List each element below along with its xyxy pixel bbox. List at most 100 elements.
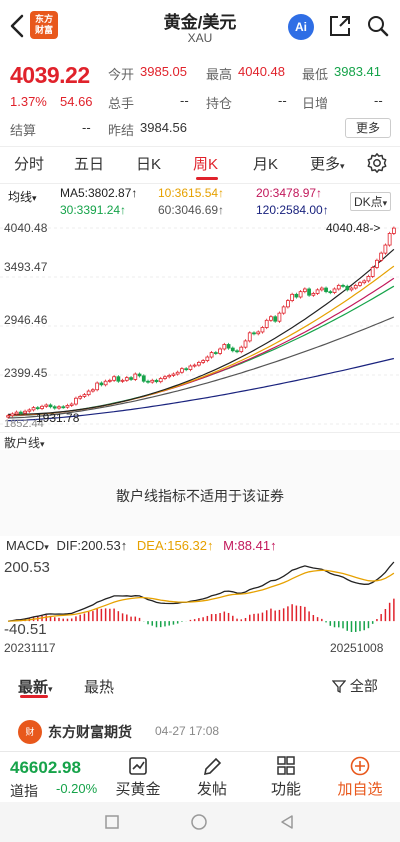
candle-body xyxy=(213,352,218,354)
candle-body xyxy=(218,348,222,354)
search-icon[interactable] xyxy=(366,14,390,38)
candle-body xyxy=(358,282,362,286)
buy-gold-button[interactable]: 买黄金 xyxy=(108,756,168,799)
gear-icon[interactable] xyxy=(366,152,388,174)
macd-selector[interactable]: MACD▾ xyxy=(6,538,49,553)
index-change: -0.20% xyxy=(56,781,98,796)
ma120-line xyxy=(8,357,395,422)
more-button[interactable]: 更多 xyxy=(345,118,391,138)
dk-point-button[interactable]: DK点▾ xyxy=(350,192,392,211)
candle-body xyxy=(133,373,138,380)
candle-body xyxy=(230,347,235,352)
candle-body xyxy=(14,411,19,415)
functions-button[interactable]: 功能 xyxy=(256,756,316,799)
active-tab-indicator xyxy=(196,177,218,180)
candle-body xyxy=(107,379,112,382)
kline-chart[interactable] xyxy=(0,220,400,432)
y-tick-label: 2399.45 xyxy=(4,366,48,380)
trade-icon xyxy=(129,757,147,775)
candle-body xyxy=(260,327,265,333)
high-label: 最高 xyxy=(206,67,233,82)
candle-body xyxy=(235,350,239,353)
news-tab-indicator xyxy=(20,695,48,698)
macd-legend: MACD▾ DIF:200.53↑ DEA:156.32↑ M:88.41↑ xyxy=(6,538,277,553)
ma-selector[interactable]: 均线▾ xyxy=(8,190,37,204)
candle-body xyxy=(57,406,61,409)
sanhu-selector[interactable]: 散户线▾ xyxy=(4,436,45,450)
post-button[interactable]: 发帖 xyxy=(182,756,242,799)
candle-body xyxy=(286,300,290,308)
candle-body xyxy=(82,394,87,397)
filter-button[interactable]: 全部 xyxy=(331,676,378,696)
ma60-line xyxy=(8,316,395,419)
candle-body xyxy=(332,288,337,293)
candle-body xyxy=(65,405,70,408)
candle-body xyxy=(383,244,388,254)
candle-body xyxy=(116,376,121,382)
tab-weekly-k[interactable]: 周K xyxy=(193,156,219,173)
candle-body xyxy=(247,332,252,342)
candle-body xyxy=(129,377,133,380)
prev-settle-value: 3984.56 xyxy=(140,120,187,135)
tab-more[interactable]: 更多▾ xyxy=(310,156,345,173)
candle-body xyxy=(201,360,206,363)
share-icon[interactable] xyxy=(328,14,352,38)
candle-body xyxy=(18,411,23,414)
candle-body xyxy=(180,368,184,373)
candle-body xyxy=(78,396,83,399)
candle-body xyxy=(48,404,53,408)
high-value: 4040.48 xyxy=(238,64,285,79)
candle-body xyxy=(277,312,282,322)
candle-body xyxy=(391,227,396,234)
ma30-line xyxy=(8,285,395,417)
tab-intraday[interactable]: 分时 xyxy=(14,156,45,173)
post-author[interactable]: 东方财富期货 xyxy=(48,724,132,740)
news-tabs: 最新▾ 最热 全部 xyxy=(0,670,400,700)
candle-body xyxy=(141,375,146,382)
candle-body xyxy=(154,379,159,383)
dif-value: DIF:200.53↑ xyxy=(56,538,128,553)
candle-body xyxy=(269,316,273,321)
candle-body xyxy=(163,376,167,379)
candle-body xyxy=(243,340,248,348)
candle-body xyxy=(252,332,256,335)
volume-value: -- xyxy=(180,93,189,108)
change-amount: 54.66 xyxy=(60,94,93,109)
candle-body xyxy=(273,316,278,322)
high-marker: 4040.48-> xyxy=(326,221,381,235)
home-icon[interactable] xyxy=(190,813,208,831)
position-label: 持仓 xyxy=(206,96,233,111)
ai-assistant-icon[interactable]: Ai xyxy=(288,14,314,40)
candle-body xyxy=(336,284,341,290)
tab-five-day[interactable]: 五日 xyxy=(74,156,105,173)
news-post[interactable]: 财 东方财富期货 04-27 17:08 xyxy=(0,710,400,750)
tab-daily-k[interactable]: 日K xyxy=(136,156,162,173)
candle-body xyxy=(205,356,210,362)
tab-latest[interactable]: 最新▾ xyxy=(18,679,53,696)
candle-body xyxy=(146,380,150,383)
ma-legend: 均线▾ MA5:3802.87↑ 10:3615.54↑ 20:3478.97↑… xyxy=(0,184,400,220)
filter-icon xyxy=(331,680,347,694)
macd-y-tick: -40.51 xyxy=(4,621,47,638)
candle-body xyxy=(387,233,392,246)
candle-body xyxy=(31,407,36,411)
candle-body xyxy=(366,276,371,282)
candle-body xyxy=(226,344,231,349)
candle-body xyxy=(158,378,163,383)
pen-icon xyxy=(203,757,222,776)
add-watchlist-button[interactable]: 加自选 xyxy=(330,756,390,799)
volume-label: 总手 xyxy=(108,96,135,111)
candle-body xyxy=(52,406,57,409)
candle-body xyxy=(379,252,384,261)
macd-chart[interactable] xyxy=(0,556,400,640)
recent-apps-icon[interactable] xyxy=(104,814,120,830)
tab-hottest[interactable]: 最热 xyxy=(84,679,115,696)
system-back-icon[interactable] xyxy=(278,813,296,831)
candle-body xyxy=(86,390,91,396)
candle-body xyxy=(112,376,116,381)
system-nav-bar xyxy=(0,802,400,842)
back-arrow-icon[interactable] xyxy=(6,12,30,40)
post-time: 04-27 17:08 xyxy=(155,724,220,738)
period-tabs: 分时 五日 日K 周K 月K 更多▾ xyxy=(0,147,400,181)
tab-monthly-k[interactable]: 月K xyxy=(253,156,279,173)
